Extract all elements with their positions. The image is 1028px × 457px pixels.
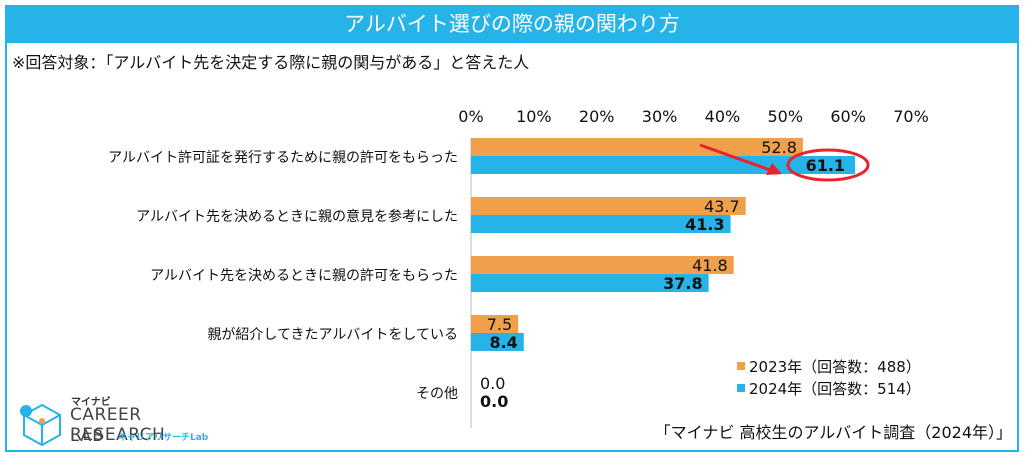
- legend-label: 2024年（回答数：514）: [749, 380, 921, 398]
- bar-2023: [471, 256, 734, 274]
- chart-title: アルバイト選びの際の親の関わり方: [5, 5, 1019, 43]
- category-label: アルバイト先を決めるときに親の許可をもらった: [150, 268, 458, 284]
- bar-2024: [471, 274, 709, 292]
- career-research-lab-logo: マイナビ CAREER RESEARCH LAB キャリアリサーチLab: [18, 393, 238, 451]
- category-label: その他: [416, 386, 458, 402]
- x-tick-label: 30%: [642, 107, 678, 126]
- data-label-2024: 0.0: [480, 392, 508, 411]
- x-tick-label: 10%: [516, 107, 552, 126]
- data-label-2024: 41.3: [685, 215, 724, 234]
- data-label-2023: 43.7: [704, 197, 740, 216]
- x-tick-label: 60%: [830, 107, 866, 126]
- data-label-2023: 0.0: [480, 374, 505, 393]
- logo-line3-text: キャリアリサーチLab: [118, 433, 209, 443]
- data-label-2023: 41.8: [692, 256, 728, 275]
- highlight-arrowhead-icon: [766, 163, 782, 175]
- highlight-arrow-icon: [699, 143, 771, 172]
- bar-2023: [471, 197, 746, 215]
- data-label-2023: 52.8: [761, 138, 797, 157]
- x-tick-label: 0%: [458, 107, 483, 126]
- bar-2024: [471, 333, 524, 351]
- legend-swatch: [737, 384, 745, 392]
- logo-brand-text: マイナビ: [71, 397, 111, 408]
- category-label: アルバイト許可証を発行するために親の許可をもらった: [108, 150, 458, 166]
- legend-swatch: [737, 362, 745, 370]
- x-tick-label: 50%: [768, 107, 804, 126]
- data-label-2024: 37.8: [663, 274, 702, 293]
- legend-label: 2023年（回答数：488）: [749, 358, 921, 376]
- bar-2024: [471, 215, 731, 233]
- x-tick-label: 70%: [893, 107, 929, 126]
- logo-line2-text: LAB: [70, 426, 105, 445]
- x-tick-label: 20%: [579, 107, 615, 126]
- category-label: 親が紹介してきたアルバイトをしている: [207, 327, 458, 343]
- source-note: 「マイナビ 高校生のアルバイト調査（2024年）」: [654, 423, 1012, 442]
- cube-logo-icon: [20, 403, 61, 447]
- data-label-2024: 61.1: [806, 156, 845, 175]
- x-tick-label: 40%: [705, 107, 741, 126]
- logo-line1-text: CAREER RESEARCH: [70, 405, 166, 445]
- highlight-ellipse: [786, 148, 870, 182]
- chart-subtitle: ※回答対象：「アルバイト先を決定する際に親の関与がある」と答えた人: [12, 53, 530, 72]
- data-label-2023: 7.5: [487, 315, 512, 334]
- bar-2023: [471, 315, 519, 333]
- bar-2024: [471, 156, 856, 174]
- data-label-2024: 8.4: [489, 333, 517, 352]
- bar-2023: [471, 138, 803, 156]
- category-label: アルバイト先を決めるときに親の意見を参考にした: [136, 208, 458, 225]
